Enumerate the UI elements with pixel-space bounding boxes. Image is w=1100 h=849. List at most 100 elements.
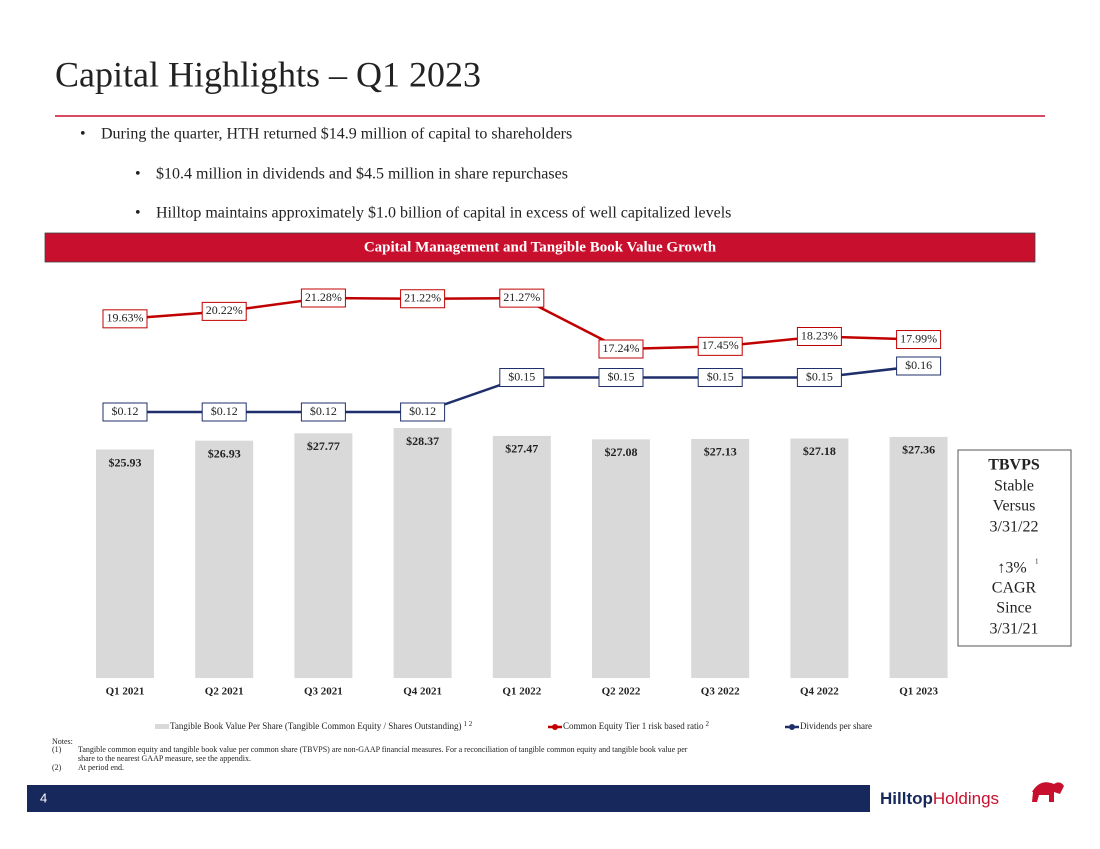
bar	[790, 438, 849, 678]
x-tick-label: Q3 2021	[304, 686, 343, 698]
logo-icon	[1032, 782, 1064, 802]
x-tick-label: Q1 2021	[106, 686, 145, 698]
point-label: $0.12	[310, 404, 337, 418]
bar	[96, 449, 154, 678]
callout-growth: ↑3%	[997, 560, 1026, 577]
x-tick-label: Q2 2021	[205, 686, 244, 698]
point-label: 18.23%	[801, 328, 838, 342]
point-label: 17.45%	[702, 338, 739, 352]
label-box	[102, 402, 148, 422]
point-label: 19.63%	[107, 311, 144, 325]
legend-entry: Common Equity Tier 1 risk based ratio 2	[563, 720, 710, 731]
label-box	[697, 336, 743, 356]
point-label: $0.15	[608, 369, 635, 383]
legend-name: Dividends per share	[800, 721, 872, 731]
point-label: 21.28%	[305, 290, 342, 304]
bar-label: $27.08	[605, 445, 638, 459]
label-box	[896, 330, 942, 350]
point-label: 21.22%	[404, 291, 441, 305]
note-text: share to the nearest GAAP measure, see t…	[78, 754, 251, 763]
point-label: $0.12	[112, 404, 139, 418]
label-box	[102, 309, 148, 329]
callout-line: CAGR	[992, 580, 1037, 597]
note-text: Tangible common equity and tangible book…	[78, 745, 688, 754]
point-label: $0.16	[905, 358, 932, 372]
legend-entry: Tangible Book Value Per Share (Tangible …	[170, 720, 473, 731]
bullet-dot: •	[135, 166, 141, 183]
x-tick-label: Q3 2022	[701, 686, 740, 698]
point-label: 20.22%	[206, 303, 243, 317]
point-label: 17.24%	[603, 341, 640, 355]
label-box	[697, 368, 743, 387]
bar-label: $28.37	[406, 434, 439, 448]
callout-line: 3/31/21	[990, 621, 1039, 638]
bullet: $10.4 million in dividends and $4.5 mill…	[156, 166, 568, 183]
point-label: $0.15	[806, 369, 833, 383]
x-tick-label: Q4 2022	[800, 686, 839, 698]
label-box	[300, 402, 346, 422]
bar-label: $26.93	[208, 446, 241, 460]
legend-dot	[552, 724, 558, 730]
bar-label: $27.36	[902, 443, 935, 457]
point-label: $0.15	[508, 369, 535, 383]
label-box	[300, 288, 346, 308]
label-box	[499, 288, 545, 308]
legend-note: 2	[706, 720, 710, 728]
logo: HilltopHoldings	[880, 789, 999, 808]
bullet-dot: •	[80, 126, 86, 143]
footer-bar	[27, 785, 870, 812]
label-box	[400, 289, 446, 309]
logo-rest: Holdings	[933, 789, 999, 808]
callout-line: 3/31/22	[990, 519, 1039, 536]
legend-dot	[789, 724, 795, 730]
x-tick-label: Q1 2023	[899, 686, 938, 698]
point-label: $0.15	[707, 369, 734, 383]
label-box	[201, 301, 247, 321]
label-box	[499, 368, 545, 387]
callout-line: Versus	[993, 498, 1036, 515]
note-text: At period end.	[78, 763, 124, 772]
bar-label: $27.18	[803, 444, 836, 458]
label-box	[201, 402, 247, 422]
bar-label: $27.77	[307, 439, 340, 453]
x-tick-label: Q2 2022	[602, 686, 641, 698]
page-number: 4	[40, 790, 47, 805]
label-box	[400, 402, 446, 422]
chart: Q1 2021 Q2 2021 Q3 2021 Q4 2021 Q1 2022 Q2 20…	[96, 288, 948, 731]
x-tick-label: Q4 2021	[403, 686, 442, 698]
point-label: $0.12	[409, 404, 436, 418]
bullet-dot: •	[135, 205, 141, 222]
logo-bold: Hilltop	[880, 789, 933, 808]
bar	[492, 435, 551, 678]
bar-label: $27.13	[704, 445, 737, 459]
callout-note: 1	[1035, 558, 1039, 566]
notes-heading: Notes:	[52, 737, 73, 746]
callout-box	[957, 449, 1072, 647]
title: Capital Highlights – Q1 2023	[55, 54, 481, 94]
bar-label: $25.93	[109, 455, 142, 469]
label-box	[598, 368, 644, 387]
point-label: $0.12	[211, 404, 238, 418]
note-num: (1)	[52, 745, 62, 754]
bar	[691, 438, 750, 678]
x-tick-label: Q1 2022	[502, 686, 541, 698]
bar	[195, 440, 254, 678]
bar-label: $27.47	[505, 442, 538, 456]
label-box	[796, 368, 842, 387]
banner-text: Capital Management and Tangible Book Val…	[364, 239, 717, 255]
legend-name: Common Equity Tier 1 risk based ratio	[563, 721, 704, 731]
note-num: (2)	[52, 763, 62, 772]
point-label: 17.99%	[900, 331, 937, 345]
bar	[889, 436, 948, 678]
bullet: Hilltop maintains approximately $1.0 bil…	[156, 205, 731, 222]
label-box	[796, 327, 842, 347]
bar	[393, 428, 452, 678]
bullet: During the quarter, HTH returned $14.9 m…	[101, 126, 572, 143]
callout-line: Since	[996, 600, 1032, 617]
bar	[592, 439, 650, 678]
point-label: 21.27%	[503, 290, 540, 304]
label-box	[598, 339, 644, 359]
legend-entry: Dividends per share	[800, 721, 872, 731]
label-box	[896, 356, 942, 376]
